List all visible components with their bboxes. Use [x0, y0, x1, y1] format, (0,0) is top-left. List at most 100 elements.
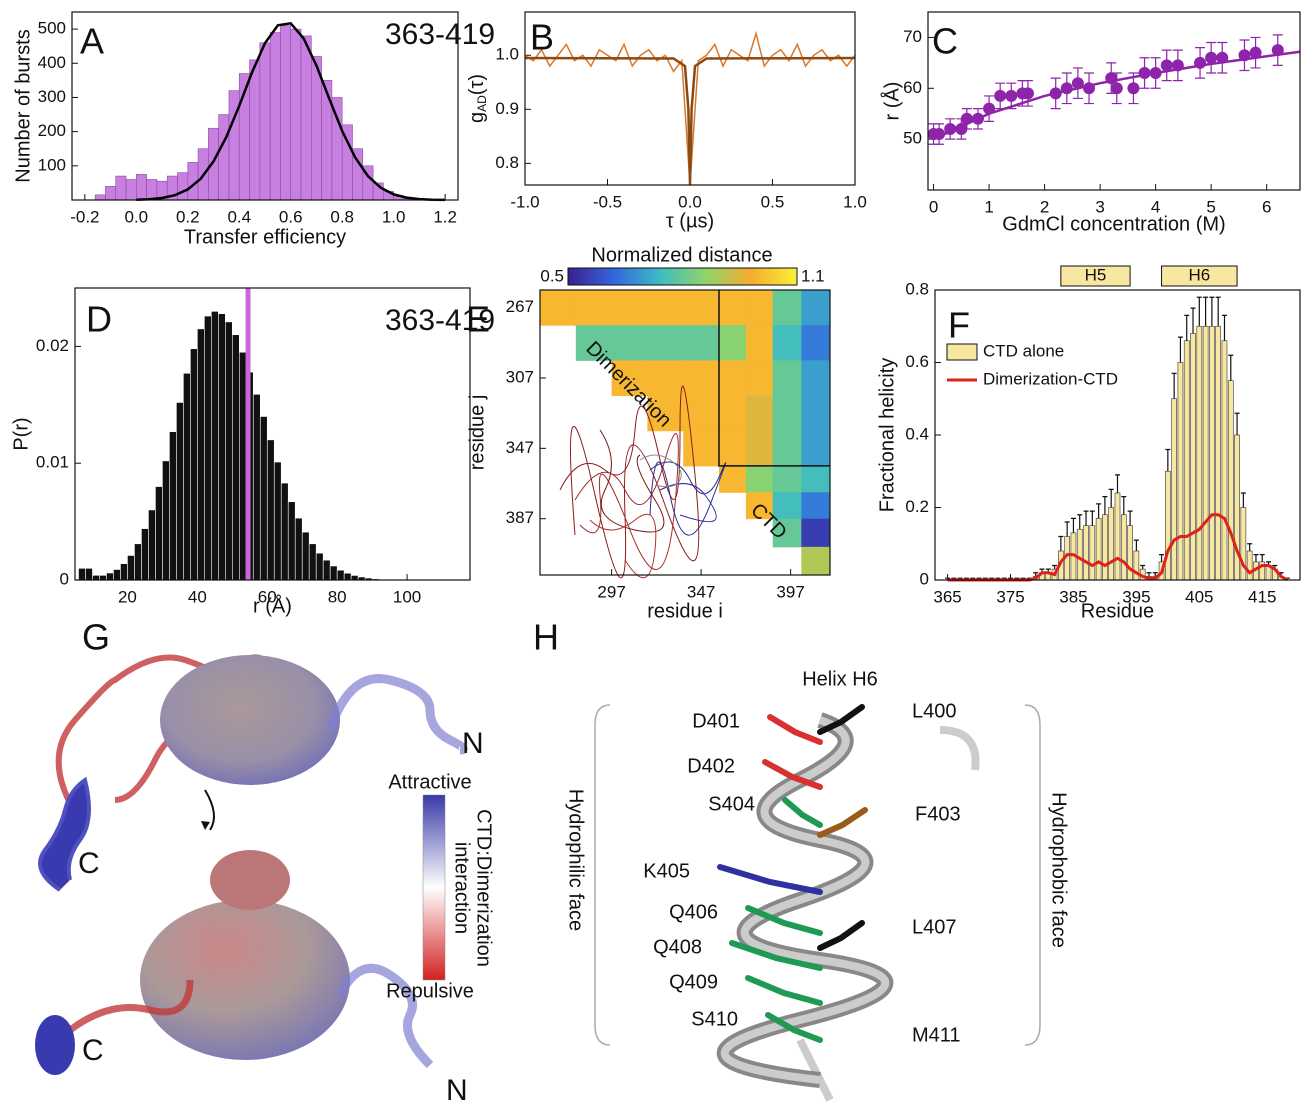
heatmap-cell: [719, 395, 747, 432]
hist-bar: [322, 559, 331, 581]
x-tick-label: -0.5: [593, 192, 622, 211]
y-tick-label: 50: [903, 129, 922, 148]
heatmap-cell: [772, 518, 802, 548]
panel-letter: B: [530, 17, 554, 58]
plot-frame: [934, 289, 1301, 581]
y-axis-label: gAD(τ): [466, 74, 489, 123]
hist-bar: [280, 482, 289, 581]
terminus-n: N: [462, 727, 484, 760]
heatmap-cell: [719, 290, 747, 326]
ensemble-image: [559, 385, 727, 579]
residue-stick: [782, 797, 823, 828]
y-tick-label: 300: [38, 87, 66, 106]
heatmap-cell: [683, 430, 720, 467]
x-tick-label: 1.0: [843, 192, 867, 211]
heatmap-cell: [683, 290, 720, 326]
error-bar: [1171, 372, 1177, 399]
panel-letter: H: [533, 617, 559, 658]
structure-bottom: [35, 794, 446, 1075]
x-axis-label: τ (µs): [666, 210, 714, 232]
x-tick-label: 385: [1059, 587, 1087, 606]
hist-bar: [106, 572, 114, 581]
heatmap-cell: [683, 360, 720, 397]
x-tick-label: 0.0: [678, 192, 702, 211]
error-bar: [1146, 572, 1152, 577]
hist-bar: [225, 321, 233, 581]
x-tick-label: 80: [328, 587, 347, 606]
colorbar-title: Normalized distance: [591, 244, 772, 266]
heatmap-cell: [745, 395, 774, 432]
y-tick-label: 70: [903, 27, 922, 46]
error-bar: [1121, 496, 1127, 515]
helix-label: H5: [1085, 265, 1107, 284]
y-axis-label-rest: (τ): [466, 74, 488, 95]
x-axis-label: Residue: [1081, 600, 1154, 622]
residue-label: Q406: [669, 901, 718, 923]
data-point: [1216, 51, 1229, 64]
heatmap-cell: [801, 325, 831, 361]
error-bar: [1240, 492, 1246, 508]
residue-stick: [717, 864, 823, 895]
heatmap-cell: [772, 465, 802, 493]
heatmap-cell: [647, 395, 684, 432]
data-point: [1083, 82, 1096, 95]
residue-label: Q409: [669, 971, 718, 993]
data-point: [1149, 67, 1162, 80]
y-tick-label: 400: [38, 53, 66, 72]
trace: [524, 56, 856, 186]
hist-bar: [238, 351, 247, 581]
y-tick-label: 0.8: [495, 153, 519, 172]
data-point: [1171, 59, 1184, 72]
colorbar-title: interaction: [451, 842, 473, 934]
error-bar: [1152, 572, 1158, 577]
plot-frame: [539, 289, 831, 576]
data-point: [933, 128, 946, 141]
bar: [1108, 507, 1115, 581]
hist-bar: [350, 575, 359, 581]
data-point: [1005, 89, 1018, 102]
x-tick-label: 100: [393, 587, 421, 606]
x-axis-label: residue i: [647, 600, 723, 622]
hist-bar: [269, 32, 281, 201]
hist-bar: [177, 172, 189, 201]
data-point: [1060, 82, 1073, 95]
domain-boundary: [718, 290, 830, 467]
legend-label: CTD alone: [983, 341, 1064, 360]
error-bar: [1190, 307, 1196, 334]
y-tick-label: 0.8: [905, 279, 929, 298]
hist-bar: [99, 575, 107, 581]
y-tick-label: 0.6: [905, 352, 929, 371]
x-tick-label: 6: [1262, 197, 1271, 216]
data-point: [1049, 87, 1062, 100]
x-tick-label: 405: [1185, 587, 1213, 606]
x-axis-label: Transfer efficiency: [184, 226, 346, 248]
hist-bar: [190, 348, 198, 581]
data-point: [1021, 87, 1034, 100]
error-bar: [1259, 554, 1265, 562]
bar: [1183, 340, 1190, 581]
residue-stick: [762, 759, 823, 790]
residue-stick: [765, 1012, 823, 1043]
x-axis-label: GdmCl concentration (M): [1002, 213, 1225, 235]
heatmap-cell: [801, 395, 831, 432]
heatmap-cell: [745, 430, 774, 467]
y-tick-label: 267: [506, 297, 534, 316]
hist-bar: [259, 42, 271, 201]
residue-label: D402: [687, 755, 735, 777]
x-tick-label: 3: [1095, 197, 1104, 216]
hist-bar: [211, 311, 219, 581]
x-tick-label: 5: [1206, 197, 1215, 216]
panel-letter: G: [82, 617, 110, 658]
error-bar: [1102, 496, 1108, 515]
hist-bar: [162, 460, 170, 581]
heatmap-cell: [801, 290, 831, 326]
residue-label: Q408: [653, 936, 702, 958]
data-point: [1205, 51, 1218, 64]
bar: [1202, 325, 1209, 581]
hist-bar: [113, 569, 121, 581]
helix-box: [1161, 265, 1238, 287]
error-bar: [1221, 314, 1227, 341]
hist-bar: [125, 179, 137, 201]
data-point: [1160, 59, 1173, 72]
face-label: Hydrophobic face: [1048, 792, 1070, 948]
